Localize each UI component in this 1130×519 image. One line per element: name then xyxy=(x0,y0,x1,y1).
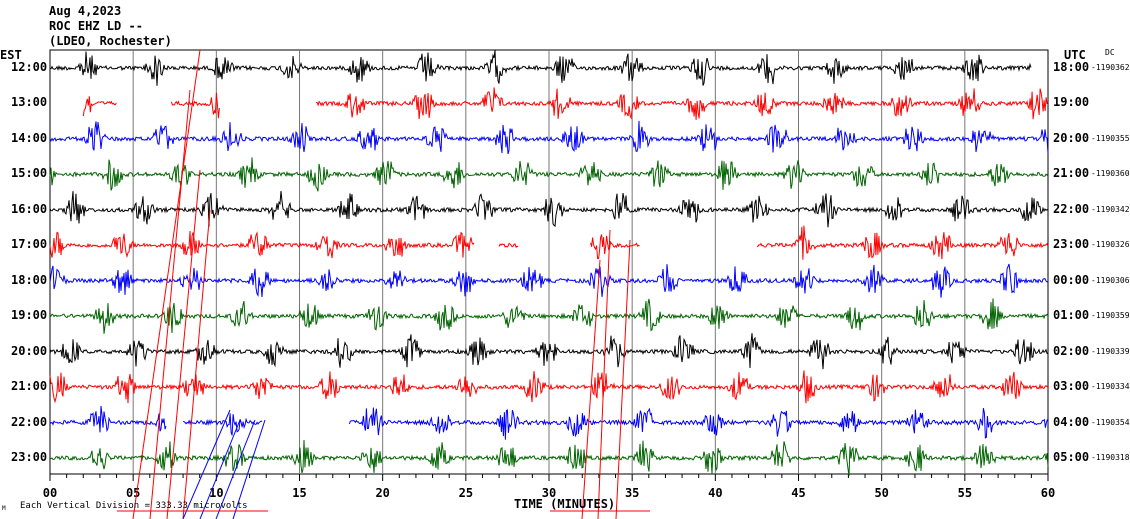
network-label: (LDEO, Rochester) xyxy=(49,34,172,48)
trace-row-2100 xyxy=(49,370,1049,404)
calibration-line xyxy=(615,239,631,519)
est-hour-label: 16:00 xyxy=(11,201,48,216)
utc-hour-label: 04:00 xyxy=(1053,414,1090,429)
x-tick-label: 05 xyxy=(126,486,140,500)
x-tick-label: 50 xyxy=(874,486,888,500)
est-hour-label: 15:00 xyxy=(11,166,48,181)
calibration-line xyxy=(182,209,211,519)
trace-row-1300 xyxy=(170,92,220,119)
trace-row-1400 xyxy=(49,120,1049,155)
trace-row-1500 xyxy=(49,157,1049,192)
scale-note: Each Vertical Division = 333.33 microvol… xyxy=(20,501,248,511)
est-hour-label: 23:00 xyxy=(11,449,48,464)
trace-row-1800 xyxy=(49,263,1049,298)
x-tick-label: 10 xyxy=(209,486,223,500)
x-axis-title: TIME (MINUTES) xyxy=(514,497,616,511)
est-label: EST xyxy=(0,48,22,62)
corner-mark: M xyxy=(2,505,6,512)
x-tick-label: 25 xyxy=(459,486,473,500)
utc-hour-label: 20:00 xyxy=(1053,130,1090,145)
dc-offset-label: -1190355 xyxy=(1091,133,1130,143)
utc-hour-label: 21:00 xyxy=(1053,166,1090,181)
utc-hour-label: 01:00 xyxy=(1053,308,1090,323)
calibration-line xyxy=(166,169,201,519)
dc-offset-label: -1190326 xyxy=(1091,240,1130,250)
est-hour-label: 20:00 xyxy=(11,343,48,358)
trace-row-1600 xyxy=(49,190,1049,228)
calibration-line xyxy=(597,229,611,519)
calibration-line xyxy=(199,419,241,519)
calibration-line xyxy=(581,259,601,519)
dc-offset-label: -1190306 xyxy=(1091,275,1130,285)
est-hour-label: 18:00 xyxy=(11,272,48,287)
x-tick-label: 60 xyxy=(1041,486,1055,500)
dc-offset-label: -1190360 xyxy=(1091,169,1130,179)
est-hour-label: 22:00 xyxy=(11,414,48,429)
trace-row-1200 xyxy=(49,49,1032,86)
est-hour-label: 12:00 xyxy=(11,60,48,74)
trace-row-1300 xyxy=(82,96,117,117)
utc-hour-label: 19:00 xyxy=(1053,95,1090,110)
calibration-line xyxy=(132,49,201,519)
x-tick-label: 20 xyxy=(375,486,389,500)
utc-hour-label: 22:00 xyxy=(1053,201,1090,216)
dc-offset-label: -1190362 xyxy=(1091,63,1130,72)
trace-row-1700 xyxy=(756,225,1049,260)
est-hour-label: 13:00 xyxy=(11,95,48,110)
trace-row-2200 xyxy=(348,407,1048,440)
trace-row-2200 xyxy=(182,413,263,436)
dc-offset-label: -1190334 xyxy=(1091,382,1130,392)
est-hour-label: 21:00 xyxy=(11,379,48,394)
calibration-line xyxy=(232,419,266,519)
trace-row-1700 xyxy=(590,234,640,260)
dc-offset-label: -1190359 xyxy=(1091,311,1130,321)
dc-offset-label: -1190342 xyxy=(1091,204,1130,214)
utc-label: UTC xyxy=(1064,48,1086,62)
x-tick-label: 30 xyxy=(542,486,556,500)
utc-hour-label: 02:00 xyxy=(1053,343,1090,358)
trace-row-1300 xyxy=(316,87,1048,120)
x-tick-label: 55 xyxy=(958,486,972,500)
dc-offset-label: -1190339 xyxy=(1091,346,1130,356)
est-hour-label: 14:00 xyxy=(11,130,48,145)
calibration-line xyxy=(182,409,231,519)
station-label: ROC EHZ LD -- xyxy=(49,19,143,33)
utc-hour-label: 18:00 xyxy=(1053,60,1090,74)
dc-offset-label: -1190318 xyxy=(1091,452,1130,462)
x-tick-label: 45 xyxy=(791,486,805,500)
dc-header: DC xyxy=(1105,48,1115,57)
trace-row-2000 xyxy=(49,333,1049,370)
trace-row-1900 xyxy=(49,298,1049,334)
utc-hour-label: 23:00 xyxy=(1053,237,1090,252)
trace-row-2300 xyxy=(49,439,1049,476)
est-hour-label: 17:00 xyxy=(11,237,48,252)
date-label: Aug 4,2023 xyxy=(49,4,122,18)
dc-offset-label: -1190354 xyxy=(1091,417,1130,427)
trace-row-1700 xyxy=(498,242,519,249)
utc-hour-label: 05:00 xyxy=(1053,449,1090,464)
utc-hour-label: 00:00 xyxy=(1053,272,1090,287)
calibration-line xyxy=(215,419,256,519)
utc-hour-label: 03:00 xyxy=(1053,379,1090,394)
calibration-line xyxy=(149,89,191,519)
x-tick-label: 00 xyxy=(43,486,57,500)
x-tick-label: 35 xyxy=(625,486,639,500)
x-tick-label: 40 xyxy=(708,486,722,500)
trace-row-1700 xyxy=(49,230,475,259)
est-hour-label: 19:00 xyxy=(11,308,48,323)
x-tick-label: 15 xyxy=(292,486,306,500)
